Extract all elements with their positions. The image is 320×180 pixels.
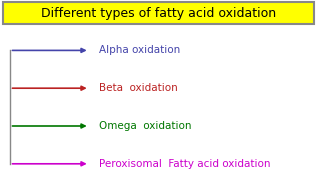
FancyBboxPatch shape: [3, 2, 314, 24]
Text: Beta  oxidation: Beta oxidation: [99, 83, 178, 93]
Text: Different types of fatty acid oxidation: Different types of fatty acid oxidation: [41, 6, 276, 20]
Text: Alpha oxidation: Alpha oxidation: [99, 45, 180, 55]
Text: Peroxisomal  Fatty acid oxidation: Peroxisomal Fatty acid oxidation: [99, 159, 271, 169]
Text: Omega  oxidation: Omega oxidation: [99, 121, 192, 131]
